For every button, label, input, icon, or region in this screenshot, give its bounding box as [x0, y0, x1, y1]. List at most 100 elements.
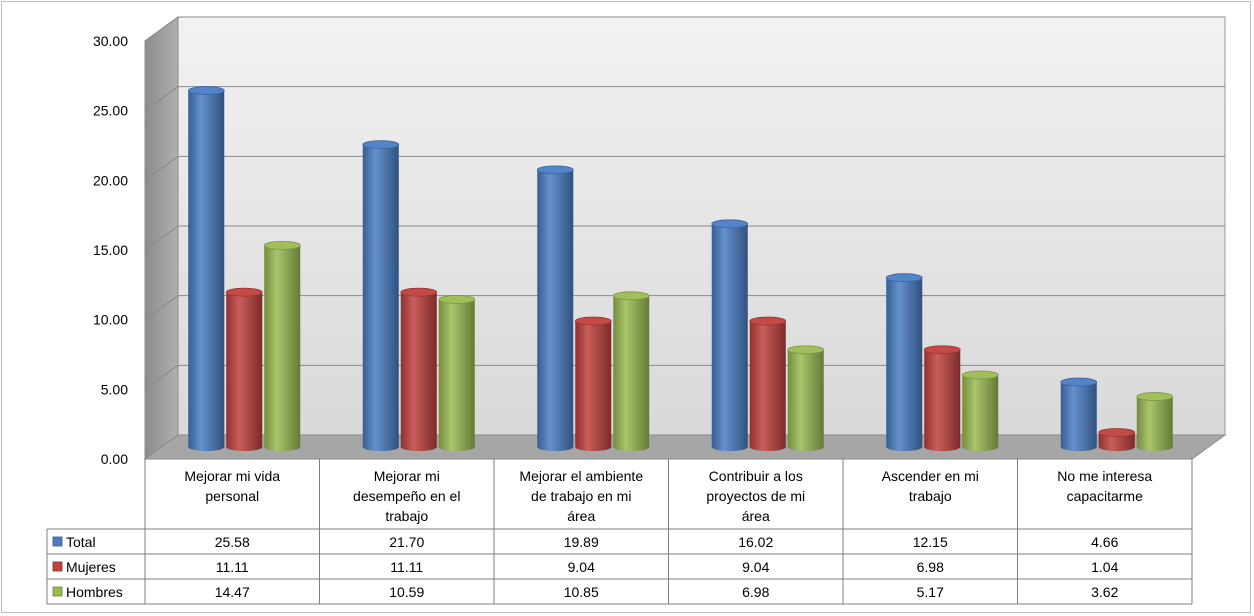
gridline-side [144, 86, 179, 112]
legend-swatch [52, 536, 63, 547]
bar-top [1098, 428, 1136, 437]
bar-body [400, 292, 437, 451]
y-axis: 0.00 5.00 10.00 15.00 20.00 25.00 30.00 [93, 33, 128, 467]
bar-hombres [961, 370, 999, 451]
bar-top [612, 291, 650, 301]
data-label: 16.02 [738, 534, 773, 550]
data-label: 11.11 [216, 559, 249, 575]
table-row: Mujeres 11.11 11.11 9.04 9.04 6.98 1.04 [52, 559, 1119, 575]
category-label: No me interesa capacitarme [1057, 468, 1152, 504]
bar-top [225, 287, 263, 297]
bar-hombres [1136, 392, 1174, 451]
bar-top [787, 345, 825, 355]
bar-body [438, 299, 475, 451]
bar-top [400, 287, 438, 297]
data-label: 9.04 [568, 559, 595, 575]
bar-top [923, 345, 961, 355]
bar-total [187, 86, 225, 452]
bar-body [362, 144, 399, 451]
bar-body [924, 349, 961, 451]
gridlines [144, 16, 1225, 390]
bar-total [1060, 377, 1098, 451]
legend-label: Hombres [66, 584, 123, 600]
gridline-side [144, 364, 179, 390]
legend-label: Mujeres [66, 559, 116, 575]
y-tick-label: 5.00 [101, 381, 128, 397]
gridline-side [144, 155, 179, 181]
bar-mujeres [574, 316, 612, 451]
data-label: 1.04 [1091, 559, 1118, 575]
bar-top [438, 295, 476, 304]
gridline-side [144, 295, 179, 321]
bar-body [264, 245, 301, 451]
data-label: 14.47 [215, 584, 250, 600]
bar-body [962, 374, 999, 451]
bar-mujeres [225, 287, 263, 451]
gridline-side [144, 225, 179, 251]
bar-top [187, 86, 225, 95]
bar-hombres [438, 295, 476, 451]
bar-top [711, 219, 749, 229]
bar-mujeres [923, 345, 961, 451]
table-row: Hombres 14.47 10.59 10.85 6.98 5.17 3.62 [52, 584, 1119, 600]
category-label: Mejorar el ambiente de trabajo en mi área [519, 468, 643, 524]
y-tick-label: 30.00 [93, 33, 128, 49]
bar-total [711, 219, 749, 451]
bar-hombres [263, 240, 301, 451]
y-tick-label: 10.00 [93, 312, 128, 328]
bar-total [536, 165, 574, 451]
bar-top [749, 316, 787, 326]
data-label: 6.98 [742, 584, 769, 600]
data-label: 11.11 [390, 559, 423, 575]
data-label: 4.66 [1091, 534, 1118, 550]
bar-body [749, 321, 786, 451]
gridline-side [144, 16, 179, 42]
data-label: 10.85 [564, 584, 599, 600]
bar-body [226, 292, 263, 451]
y-tick-label: 15.00 [93, 242, 128, 258]
category-label: Mejorar mi vida personal [184, 468, 280, 504]
data-label: 9.04 [742, 559, 769, 575]
bar-body [575, 321, 612, 451]
bar-top [263, 240, 301, 250]
data-table: Mejorar mi vida personal Mejorar mi desempe… [46, 459, 1193, 605]
bar-top [574, 316, 612, 326]
bar-top [536, 165, 574, 175]
data-label: 25.58 [215, 534, 250, 550]
y-tick-label: 25.00 [93, 103, 128, 119]
bar-top [885, 273, 923, 283]
bar-body [1136, 396, 1173, 451]
data-label: 21.70 [389, 534, 424, 550]
bar-body [1060, 382, 1097, 451]
legend-swatch [52, 561, 63, 572]
bar-top [362, 140, 400, 150]
bar-total [362, 140, 400, 451]
bar-mujeres [400, 287, 438, 451]
bar-total [885, 273, 923, 451]
table-row: Total 25.58 21.70 19.89 16.02 12.15 4.66 [52, 534, 1119, 550]
bar-body [886, 277, 923, 451]
bar-mujeres [1098, 428, 1136, 451]
category-label: Mejorar mi desempeño en el trabajo [353, 468, 460, 524]
category-label: Contribuir a los proyectos de mi área [706, 468, 805, 524]
bar-body [537, 169, 574, 451]
bar-top [961, 370, 999, 380]
bar-body [711, 223, 748, 451]
data-label: 6.98 [917, 559, 944, 575]
data-label: 10.59 [389, 584, 424, 600]
bar-hombres [612, 291, 650, 451]
bar-mujeres [749, 316, 787, 451]
y-tick-label: 0.00 [101, 451, 128, 467]
bar-body [613, 295, 650, 451]
data-label: 12.15 [913, 534, 948, 550]
data-label: 5.17 [917, 584, 944, 600]
bar-body [787, 349, 824, 451]
bars [187, 86, 1174, 452]
data-label: 3.62 [1091, 584, 1118, 600]
bar-body [1098, 432, 1135, 451]
legend-swatch [52, 586, 63, 597]
category-label: Ascender en mi trabajo [882, 468, 979, 504]
legend-label: Total [66, 534, 96, 550]
